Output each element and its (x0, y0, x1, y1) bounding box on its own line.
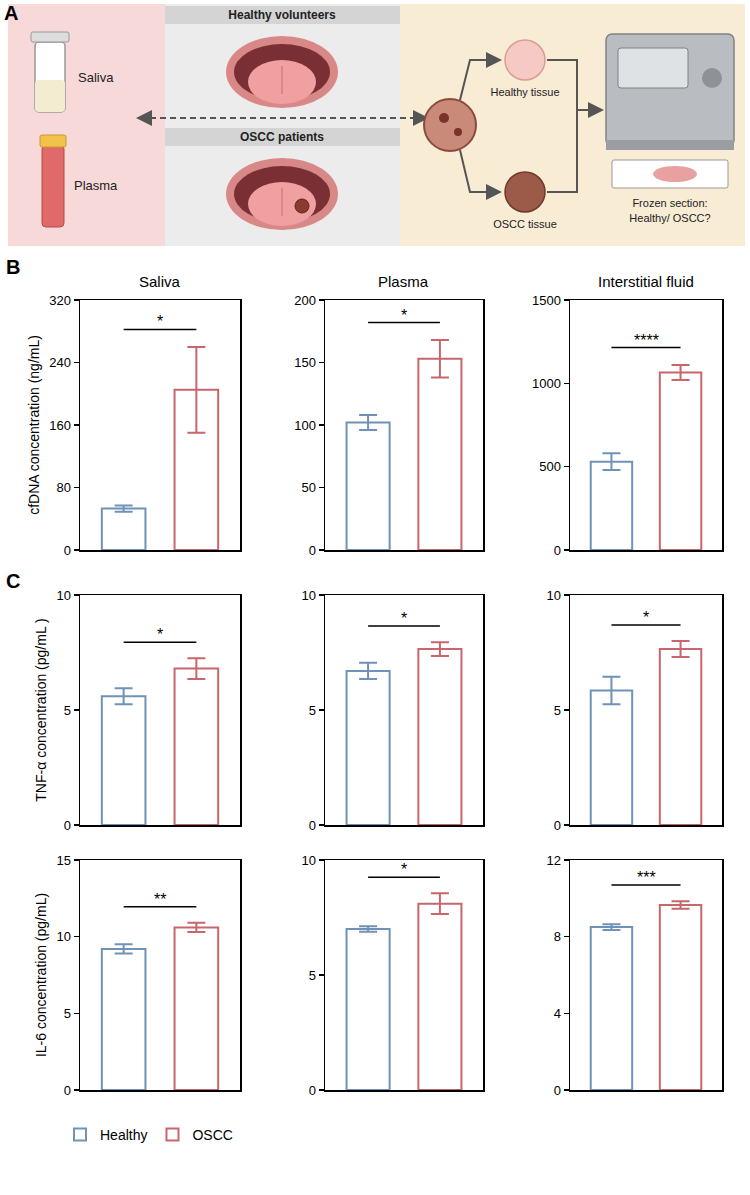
svg-text:1000: 1000 (532, 376, 561, 391)
svg-text:****: **** (634, 332, 659, 349)
svg-text:cfDNA concentration (ng/mL): cfDNA concentration (ng/mL) (26, 335, 42, 515)
svg-text:0: 0 (554, 1083, 561, 1098)
svg-text:500: 500 (539, 459, 561, 474)
svg-text:Plasma: Plasma (74, 178, 118, 193)
svg-text:0: 0 (64, 1083, 71, 1098)
svg-text:*: * (157, 626, 163, 643)
svg-text:OSCC tissue: OSCC tissue (493, 218, 557, 230)
svg-text:Healthy/ OSCC?: Healthy/ OSCC? (629, 212, 710, 224)
svg-text:0: 0 (64, 818, 71, 833)
svg-text:Healthy: Healthy (100, 1127, 147, 1143)
svg-text:5: 5 (64, 1006, 71, 1021)
svg-text:150: 150 (294, 355, 316, 370)
svg-text:1500: 1500 (532, 293, 561, 308)
svg-text:0: 0 (64, 543, 71, 558)
svg-text:*: * (401, 861, 407, 878)
svg-text:5: 5 (554, 703, 561, 718)
svg-text:80: 80 (56, 480, 70, 495)
svg-text:320: 320 (49, 293, 71, 308)
svg-text:OSCC patients: OSCC patients (240, 130, 324, 144)
svg-text:Interstitial fluid: Interstitial fluid (598, 273, 694, 290)
svg-text:0: 0 (309, 543, 316, 558)
svg-text:Saliva: Saliva (78, 70, 114, 85)
svg-text:TNF-α concentration (pg/mL ): TNF-α concentration (pg/mL ) (33, 618, 49, 801)
svg-text:5: 5 (309, 968, 316, 983)
svg-text:**: ** (154, 891, 166, 908)
svg-text:5: 5 (309, 703, 316, 718)
svg-text:10: 10 (301, 588, 315, 603)
svg-text:***: *** (637, 869, 656, 886)
svg-text:IL-6 concentration (pg/mL): IL-6 concentration (pg/mL) (33, 893, 49, 1057)
svg-text:Healthy volunteers: Healthy volunteers (228, 8, 336, 22)
svg-text:0: 0 (309, 1083, 316, 1098)
svg-text:Frozen section:: Frozen section: (632, 197, 707, 209)
svg-text:Plasma: Plasma (378, 273, 429, 290)
svg-text:10: 10 (546, 588, 560, 603)
svg-text:5: 5 (64, 703, 71, 718)
svg-text:*: * (401, 307, 407, 324)
svg-text:A: A (4, 2, 18, 24)
svg-text:*: * (157, 313, 163, 330)
svg-text:OSCC: OSCC (192, 1127, 232, 1143)
svg-text:12: 12 (546, 853, 560, 868)
svg-text:C: C (6, 570, 20, 592)
svg-text:10: 10 (56, 929, 70, 944)
svg-text:0: 0 (554, 818, 561, 833)
svg-text:*: * (643, 609, 649, 626)
svg-text:0: 0 (309, 818, 316, 833)
svg-text:8: 8 (554, 929, 561, 944)
svg-text:0: 0 (554, 543, 561, 558)
svg-text:160: 160 (49, 418, 71, 433)
svg-text:*: * (401, 610, 407, 627)
svg-text:240: 240 (49, 355, 71, 370)
svg-text:200: 200 (294, 293, 316, 308)
svg-text:10: 10 (301, 853, 315, 868)
svg-text:15: 15 (56, 853, 70, 868)
svg-text:Healthy tissue: Healthy tissue (490, 86, 559, 98)
svg-text:10: 10 (56, 588, 70, 603)
svg-text:B: B (6, 256, 20, 278)
svg-text:4: 4 (554, 1006, 561, 1021)
svg-text:100: 100 (294, 418, 316, 433)
svg-text:50: 50 (301, 480, 315, 495)
svg-text:Saliva: Saliva (139, 273, 181, 290)
